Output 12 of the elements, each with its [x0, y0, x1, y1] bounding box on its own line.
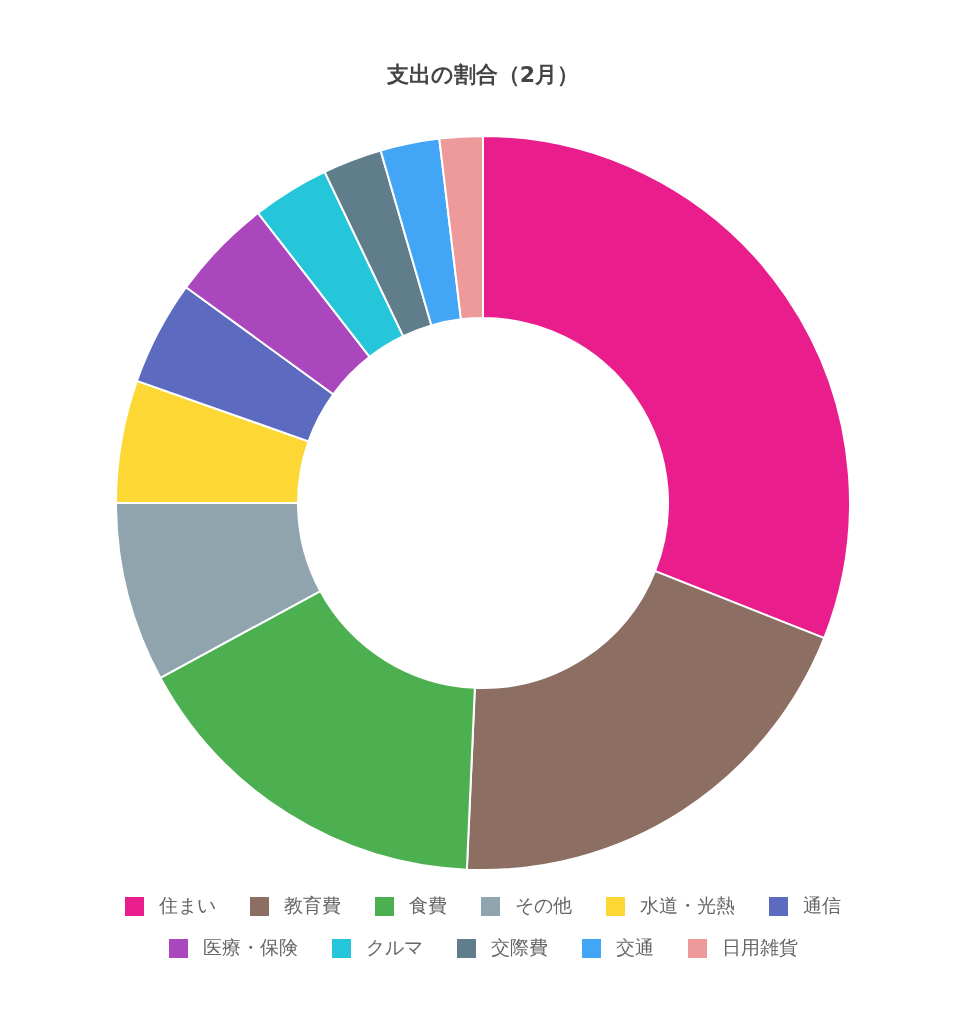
- legend-label: 通信: [803, 893, 841, 918]
- legend-label: 食費: [409, 893, 447, 918]
- legend-label: 水道・光熱: [640, 893, 735, 918]
- legend-label: 医療・保険: [202, 935, 298, 960]
- chart-title: 支出の割合（2月）: [385, 61, 581, 89]
- legend-label: 住まい: [159, 893, 216, 918]
- legend-label: その他: [515, 893, 572, 918]
- legend-label: クルマ: [365, 935, 423, 960]
- legend-label: 日用雑貨: [721, 935, 798, 960]
- legend-label: 教育費: [284, 893, 341, 918]
- legend-label: 交際費: [490, 935, 548, 960]
- legend-label: 交通: [615, 935, 654, 960]
